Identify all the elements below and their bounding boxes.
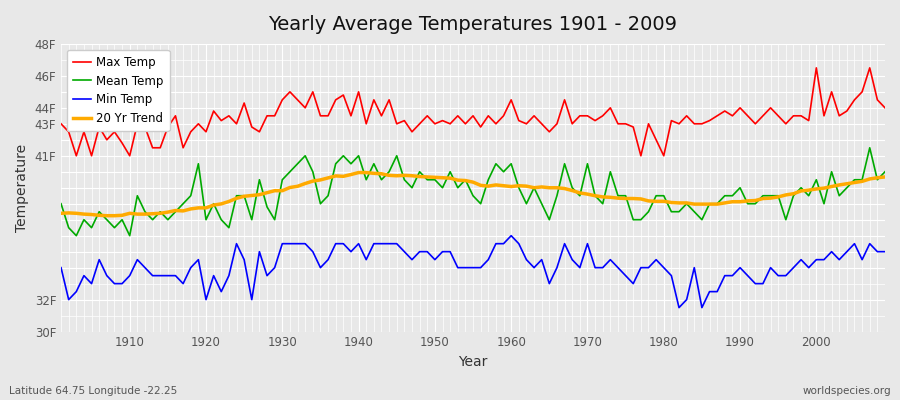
Mean Temp xyxy=(605,169,616,174)
Min Temp xyxy=(605,257,616,262)
20 Yr Trend xyxy=(56,211,67,216)
Title: Yearly Average Temperatures 1901 - 2009: Yearly Average Temperatures 1901 - 2009 xyxy=(268,15,678,34)
Min Temp xyxy=(284,241,295,246)
Max Temp xyxy=(292,98,303,102)
Min Temp xyxy=(117,281,128,286)
Mean Temp xyxy=(879,169,890,174)
Max Temp xyxy=(56,122,67,126)
20 Yr Trend xyxy=(353,170,364,175)
Mean Temp xyxy=(71,233,82,238)
Max Temp xyxy=(811,66,822,70)
20 Yr Trend xyxy=(613,196,624,200)
Max Temp xyxy=(71,153,82,158)
Max Temp xyxy=(338,93,348,98)
Min Temp xyxy=(673,305,684,310)
Line: Min Temp: Min Temp xyxy=(61,236,885,308)
Min Temp xyxy=(506,233,517,238)
Line: 20 Yr Trend: 20 Yr Trend xyxy=(61,172,885,216)
Mean Temp xyxy=(292,161,303,166)
20 Yr Trend xyxy=(102,213,112,218)
Mean Temp xyxy=(338,153,348,158)
20 Yr Trend xyxy=(124,211,135,216)
Text: Latitude 64.75 Longitude -22.25: Latitude 64.75 Longitude -22.25 xyxy=(9,386,177,396)
Y-axis label: Temperature: Temperature xyxy=(15,144,29,232)
Line: Max Temp: Max Temp xyxy=(61,68,885,156)
Legend: Max Temp, Mean Temp, Min Temp, 20 Yr Trend: Max Temp, Mean Temp, Min Temp, 20 Yr Tre… xyxy=(67,50,170,131)
20 Yr Trend xyxy=(513,183,524,188)
Max Temp xyxy=(506,98,517,102)
Mean Temp xyxy=(513,185,524,190)
Mean Temp xyxy=(506,161,517,166)
20 Yr Trend xyxy=(292,184,303,189)
X-axis label: Year: Year xyxy=(458,355,488,369)
Max Temp xyxy=(605,106,616,110)
Max Temp xyxy=(124,153,135,158)
Mean Temp xyxy=(864,145,875,150)
20 Yr Trend xyxy=(521,184,532,188)
Min Temp xyxy=(879,249,890,254)
Min Temp xyxy=(330,241,341,246)
Min Temp xyxy=(498,241,508,246)
Mean Temp xyxy=(124,233,135,238)
Mean Temp xyxy=(56,201,67,206)
Line: Mean Temp: Mean Temp xyxy=(61,148,885,236)
Min Temp xyxy=(56,265,67,270)
Max Temp xyxy=(879,106,890,110)
Min Temp xyxy=(513,241,524,246)
20 Yr Trend xyxy=(879,174,890,179)
20 Yr Trend xyxy=(338,174,348,179)
Text: worldspecies.org: worldspecies.org xyxy=(803,386,891,396)
Max Temp xyxy=(513,118,524,123)
